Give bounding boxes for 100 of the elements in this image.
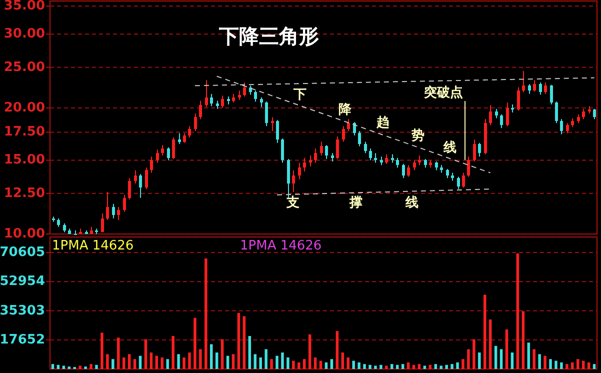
candlestick	[336, 136, 339, 160]
bar	[549, 359, 552, 369]
candlestick	[528, 84, 531, 94]
bar	[62, 366, 66, 369]
bar	[215, 352, 218, 369]
candlestick	[566, 122, 569, 134]
candlestick	[74, 230, 77, 235]
candlestick	[183, 132, 186, 144]
y-tick-label: 12.50	[4, 186, 45, 201]
bar	[510, 352, 514, 369]
bar	[385, 366, 388, 369]
candlestick	[314, 148, 317, 164]
candlestick	[506, 102, 509, 127]
bar	[544, 356, 546, 369]
bar	[488, 320, 492, 369]
candlestick	[298, 162, 301, 180]
y-tick-label: 52954	[0, 274, 45, 290]
candlestick	[582, 108, 585, 120]
annotation: 突破点	[422, 84, 463, 101]
candlestick	[199, 100, 202, 120]
candlestick	[533, 80, 536, 92]
candlestick	[172, 136, 175, 160]
candlestick	[522, 70, 525, 93]
candlestick	[593, 108, 596, 120]
candlestick	[500, 114, 503, 129]
bar	[324, 362, 328, 369]
bar	[155, 356, 158, 369]
candlestick	[342, 126, 345, 142]
y-tick-label: 70605	[0, 245, 45, 260]
candlestick	[117, 206, 120, 220]
bar	[500, 349, 503, 369]
candlestick	[446, 168, 449, 179]
bar	[445, 364, 448, 369]
bar	[341, 352, 344, 369]
candlestick	[243, 82, 246, 97]
bar	[483, 294, 486, 369]
bar	[330, 359, 334, 369]
bar	[527, 342, 530, 369]
candlestick	[254, 90, 257, 102]
candlestick	[281, 138, 284, 164]
candlestick	[260, 96, 263, 108]
bar	[270, 359, 273, 369]
annotation: 线	[442, 140, 456, 156]
bar	[248, 336, 252, 369]
candlestick	[418, 154, 421, 166]
candlestick	[271, 116, 274, 132]
bar	[571, 362, 574, 369]
bar	[199, 349, 202, 369]
candlestick	[544, 82, 547, 94]
bar	[106, 354, 109, 369]
candlestick	[156, 149, 159, 164]
bar	[368, 364, 372, 369]
candlestick	[347, 118, 350, 132]
bar	[182, 357, 186, 369]
candlestick	[205, 80, 208, 108]
bar	[532, 349, 536, 369]
bar	[401, 364, 404, 369]
bar	[242, 316, 246, 369]
bar	[380, 364, 382, 369]
candlestick	[462, 172, 465, 188]
bar	[462, 359, 464, 369]
annotation: 降	[338, 102, 352, 118]
bar	[237, 312, 240, 369]
bar	[494, 346, 498, 369]
candlestick	[188, 126, 191, 138]
candlestick	[457, 176, 460, 190]
y-tick-label: 35.00	[4, 0, 45, 14]
bar	[226, 356, 230, 369]
bar	[592, 364, 596, 369]
bar	[133, 359, 136, 369]
bar	[144, 339, 148, 369]
annotation: 下	[292, 87, 306, 102]
candlestick	[238, 90, 241, 100]
bar	[138, 356, 142, 369]
candlestick	[369, 148, 372, 161]
candlestick	[210, 93, 213, 107]
bar	[95, 364, 98, 369]
candlestick	[106, 191, 109, 220]
bar	[390, 364, 394, 369]
bar	[352, 360, 355, 369]
y-tick-label: 15.00	[4, 152, 45, 168]
candlestick	[555, 101, 558, 124]
candlestick	[309, 154, 312, 167]
bar	[100, 332, 104, 369]
annotation: 撑	[348, 196, 362, 211]
candlestick	[150, 156, 153, 174]
candlestick	[161, 144, 164, 156]
bar	[314, 357, 317, 369]
y-tick-label: 17.50	[4, 124, 45, 140]
bar	[122, 357, 126, 369]
candlestick	[407, 164, 410, 178]
bar	[450, 364, 454, 369]
y-tick-label: 20.00	[4, 100, 45, 116]
bar	[281, 352, 284, 369]
candlestick	[101, 212, 104, 233]
bar	[128, 354, 131, 369]
bar	[522, 311, 525, 369]
candlestick	[358, 130, 361, 147]
candlestick	[467, 156, 470, 178]
bar	[220, 339, 224, 369]
